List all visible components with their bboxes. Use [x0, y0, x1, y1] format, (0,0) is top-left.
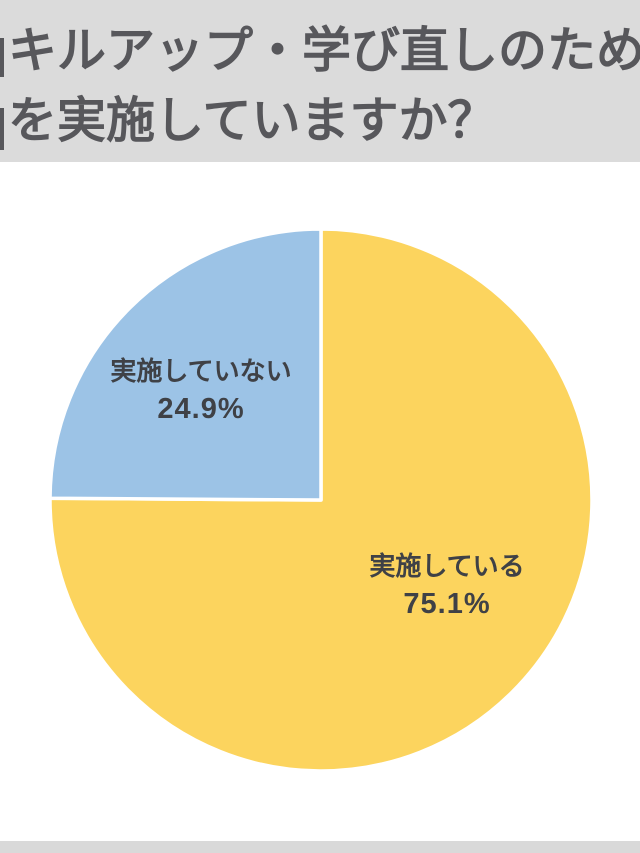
slice-percent-text: 24.9%	[157, 393, 245, 425]
slice-label-text: 実施していない	[110, 356, 292, 386]
clipped-glyph-fragment-line2	[0, 108, 4, 150]
slice-percent-text: 75.1%	[403, 588, 491, 620]
clipped-glyph-fragment-line1	[0, 38, 4, 77]
pie-slice-0	[48, 227, 594, 773]
pie-label-not-implementing: 実施していない 24.9%	[110, 352, 291, 428]
chart-title-line1: キルアップ・学び直しのため	[8, 24, 640, 78]
pie-slice-1	[48, 227, 323, 502]
chart-title-line2: を実施していますか？	[8, 94, 497, 148]
footer-bar	[0, 841, 640, 853]
title-banner: キルアップ・学び直しのため を実施していますか？	[0, 0, 640, 162]
slice-label-text: 実施している	[369, 551, 525, 581]
pie-label-implementing: 実施している 75.1%	[369, 547, 524, 623]
